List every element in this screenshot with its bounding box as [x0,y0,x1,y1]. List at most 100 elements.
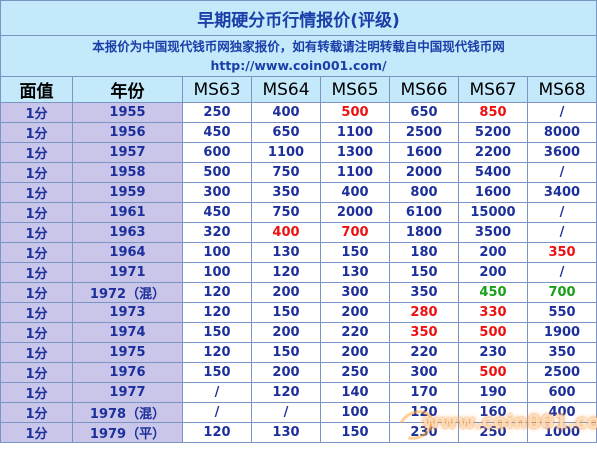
price-cell: 600 [182,142,252,163]
header-denomination: 面值 [0,76,73,103]
denomination-cell: 1分 [0,322,73,343]
price-cell: 120 [182,342,252,363]
year-cell: 1961 [72,202,183,223]
price-cell: 500 [182,162,252,183]
year-cell: 1974 [72,322,183,343]
price-cell: 190 [458,382,528,403]
price-cell: 200 [251,282,321,303]
price-cell: 300 [320,282,390,303]
price-cell: 1100 [251,142,321,163]
year-cell: 1978（混） [72,402,183,423]
year-cell: 1956 [72,122,183,143]
price-cell: / [526,262,597,283]
price-cell: 500 [320,102,390,123]
table-row: 1分 1972（混） 120 200 300 350 450 700 [0,282,597,303]
year-cell: 1972（混） [72,282,183,303]
denomination-cell: 1分 [0,342,73,363]
price-cell: / [526,162,597,183]
price-cell: 250 [182,102,252,123]
price-cell: 1600 [389,142,459,163]
denomination-cell: 1分 [0,222,73,243]
price-cell: 200 [251,362,321,383]
price-cell: 2000 [320,202,390,223]
price-cell: 300 [389,362,459,383]
price-cell: 3500 [458,222,528,243]
denomination-cell: 1分 [0,262,73,283]
header-year: 年份 [72,76,183,103]
price-cell: 180 [389,242,459,263]
price-cell: 250 [458,422,528,443]
denomination-cell: 1分 [0,282,73,303]
price-cell: 130 [251,422,321,443]
price-cell: 450 [458,282,528,303]
price-cell: 500 [458,322,528,343]
price-cell: 160 [458,402,528,423]
price-cell: 200 [458,242,528,263]
price-cell: 150 [389,262,459,283]
price-cell: 120 [182,282,252,303]
table-row: 1分 1974 150 200 220 350 500 1900 [0,322,597,343]
table-row: 1分 1973 120 150 200 280 330 550 [0,302,597,323]
price-cell: 150 [320,422,390,443]
header-row: 面值 年份 MS63 MS64 MS65 MS66 MS67 MS68 [0,76,597,103]
denomination-cell: 1分 [0,102,73,123]
denomination-cell: 1分 [0,142,73,163]
table-row: 1分 1971 100 120 130 150 200/ [0,262,597,283]
price-cell: / [526,102,597,123]
price-cell: 120 [251,382,321,403]
price-cell: 400 [251,222,321,243]
price-cell: 330 [458,302,528,323]
price-cell: 1000 [526,422,597,443]
price-cell: 100 [320,402,390,423]
table-row: 1分 1978（混） //100 120 160 400 [0,402,597,423]
price-cell: 700 [526,282,597,303]
price-cell: 120 [389,402,459,423]
site-link[interactable]: http://www.coin001.com/ [210,58,387,73]
denomination-cell: 1分 [0,382,73,403]
price-cell: 130 [251,242,321,263]
denomination-cell: 1分 [0,182,73,203]
price-cell: 400 [320,182,390,203]
price-cell: 400 [526,402,597,423]
price-cell: 220 [320,322,390,343]
price-cell: 170 [389,382,459,403]
price-cell: 200 [320,302,390,323]
price-cell: 400 [251,102,321,123]
denomination-cell: 1分 [0,122,73,143]
year-cell: 1955 [72,102,183,123]
table-row: 1分 1975 120 150 200 220 230 350 [0,342,597,363]
price-cell: 350 [526,342,597,363]
year-cell: 1964 [72,242,183,263]
price-cell: 350 [389,322,459,343]
price-cell: 100 [182,262,252,283]
year-cell: 1958 [72,162,183,183]
table-row: 1分 1977/120 140 170 190 600 [0,382,597,403]
price-cell: / [251,402,321,423]
price-cell: 5400 [458,162,528,183]
header-ms67: MS67 [458,76,528,103]
price-cell: 6100 [389,202,459,223]
year-cell: 1959 [72,182,183,203]
price-cell: 150 [251,342,321,363]
price-cell: 700 [320,222,390,243]
price-cell: / [182,402,252,423]
price-cell: 750 [251,162,321,183]
year-cell: 1977 [72,382,183,403]
denomination-cell: 1分 [0,202,73,223]
year-cell: 1976 [72,362,183,383]
price-cell: / [526,222,597,243]
header-ms64: MS64 [251,76,321,103]
price-cell: 2500 [389,122,459,143]
table-row: 1分 1957 600 1100 1300 1600 2200 3600 [0,142,597,163]
denomination-cell: 1分 [0,242,73,263]
table-row: 1分 1963 320 400 700 1800 3500/ [0,222,597,243]
price-cell: 2200 [458,142,528,163]
price-cell: 350 [251,182,321,203]
table-row: 1分 1976 150 200 250 300 500 2500 [0,362,597,383]
price-cell: 1300 [320,142,390,163]
denomination-cell: 1分 [0,422,73,443]
price-cell: 130 [320,262,390,283]
price-cell: 350 [526,242,597,263]
price-cell: 200 [251,322,321,343]
